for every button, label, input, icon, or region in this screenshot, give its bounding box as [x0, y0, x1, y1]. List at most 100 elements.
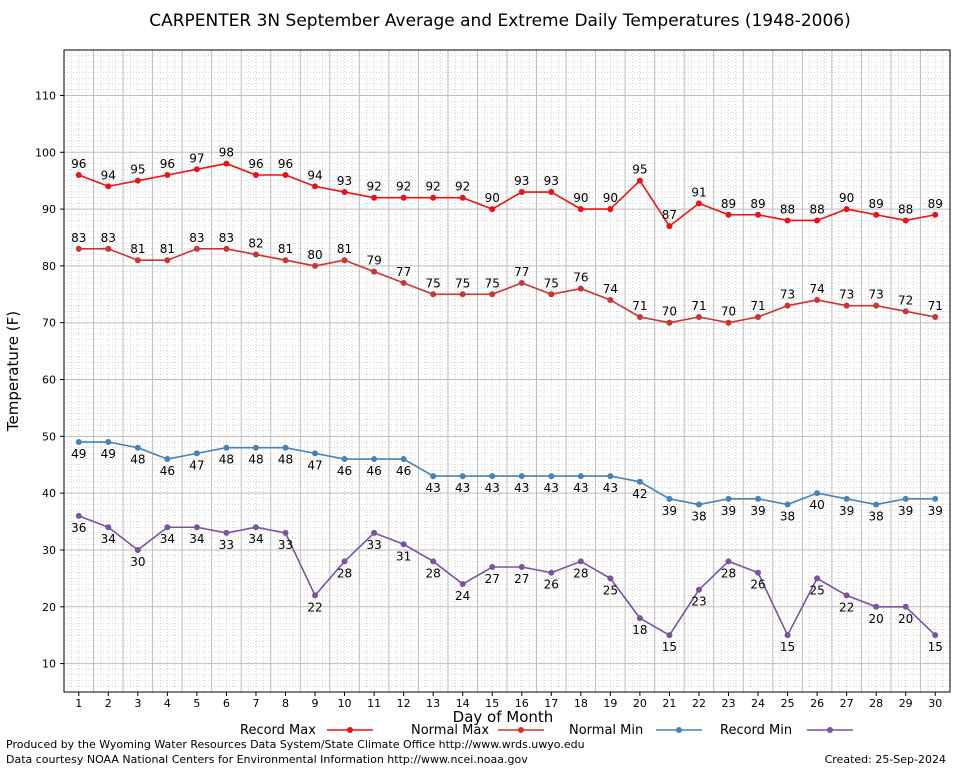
data-point-record-max [489, 206, 496, 213]
x-tick-label: 12 [397, 697, 411, 710]
data-label-record-max: 90 [839, 191, 854, 205]
data-label-record-min: 31 [396, 549, 411, 563]
data-label-record-min: 28 [721, 566, 736, 580]
data-point-record-max [164, 171, 171, 178]
data-label-record-min: 15 [928, 640, 943, 654]
data-point-record-min [577, 558, 584, 565]
data-label-record-max: 87 [662, 208, 677, 222]
y-tick-label: 10 [42, 658, 56, 671]
data-point-record-min [312, 592, 319, 599]
plot-frame [63, 49, 951, 693]
x-tick-label: 9 [312, 697, 319, 710]
data-label-normal-min: 39 [750, 504, 765, 518]
data-point-normal-max [400, 279, 407, 286]
data-label-record-max: 92 [366, 180, 381, 194]
data-point-record-max [400, 194, 407, 201]
data-point-normal-min [725, 495, 732, 502]
data-point-record-min [636, 615, 643, 622]
series-line-record-max [78, 162, 936, 228]
data-point-record-max [932, 211, 939, 218]
data-label-record-min: 33 [366, 538, 381, 552]
data-label-normal-max: 81 [160, 242, 175, 256]
data-point-normal-min [784, 501, 791, 508]
footer-produced-by: Produced by the Wyoming Water Resources … [6, 738, 585, 751]
data-label-record-min: 27 [485, 572, 500, 586]
data-label-normal-min: 38 [780, 510, 795, 524]
data-point-record-max [843, 206, 850, 213]
data-label-record-max: 96 [278, 157, 293, 171]
data-label-normal-max: 83 [219, 231, 234, 245]
data-point-normal-max [341, 257, 348, 264]
y-tick-label: 40 [42, 487, 56, 500]
data-point-normal-min [873, 501, 880, 508]
data-point-record-min [371, 529, 378, 536]
data-label-record-min: 25 [603, 583, 618, 597]
data-label-record-min: 28 [573, 566, 588, 580]
data-label-record-max: 89 [869, 197, 884, 211]
data-point-normal-min [814, 490, 821, 497]
data-point-normal-min [400, 456, 407, 463]
data-point-normal-min [134, 444, 141, 451]
data-label-record-min: 26 [544, 578, 559, 592]
data-point-record-max [193, 166, 200, 173]
y-tick-label: 80 [42, 260, 56, 273]
data-point-normal-min [164, 456, 171, 463]
x-tick-label: 29 [899, 697, 913, 710]
x-tick-label: 28 [869, 697, 883, 710]
x-tick-label: 6 [223, 697, 230, 710]
data-label-normal-min: 49 [71, 447, 86, 461]
data-point-record-min [873, 603, 880, 610]
data-point-record-max [518, 189, 525, 196]
legend-label-normal-min: Normal Min [569, 723, 643, 738]
legend-label-record-max: Record Max [240, 723, 316, 738]
data-label-record-max: 93 [544, 174, 559, 188]
data-point-record-max [548, 189, 555, 196]
data-point-normal-max [282, 257, 289, 264]
x-tick-label: 1 [75, 697, 82, 710]
x-tick-label: 8 [282, 697, 289, 710]
data-label-record-max: 90 [573, 191, 588, 205]
data-label-normal-max: 74 [809, 282, 824, 296]
series-normal-min: 49 49 48 46 47 48 48 48 47 46 46 46 43 43 43 43 43 43 43 42… [71, 439, 943, 524]
data-point-record-min [666, 632, 673, 639]
x-tick-label: 26 [810, 697, 824, 710]
data-point-record-min [548, 569, 555, 576]
data-label-normal-min: 48 [130, 453, 145, 467]
data-label-normal-max: 80 [307, 248, 322, 262]
data-point-normal-max [252, 251, 259, 258]
data-point-record-min [75, 512, 82, 519]
data-label-normal-max: 70 [662, 305, 677, 319]
data-point-normal-min [341, 456, 348, 463]
x-tick-label: 15 [485, 697, 499, 710]
data-point-normal-max [548, 291, 555, 298]
data-point-record-min [518, 564, 525, 571]
data-point-record-max [75, 171, 82, 178]
data-point-record-max [341, 189, 348, 196]
data-point-normal-min [105, 439, 112, 446]
data-label-record-max: 93 [514, 174, 529, 188]
data-label-record-min: 15 [662, 640, 677, 654]
data-point-record-min [695, 586, 702, 593]
data-label-normal-max: 81 [278, 242, 293, 256]
data-point-normal-min [607, 473, 614, 480]
data-label-record-min: 28 [426, 566, 441, 580]
data-point-normal-max [134, 257, 141, 264]
data-point-record-max [312, 183, 319, 190]
data-point-record-max [252, 171, 259, 178]
data-label-record-min: 34 [189, 532, 204, 546]
chart-title: CARPENTER 3N September Average and Extre… [149, 11, 851, 31]
data-label-normal-min: 43 [485, 481, 500, 495]
data-point-normal-max [164, 257, 171, 264]
data-point-record-max [902, 217, 909, 224]
x-tick-label: 20 [633, 697, 647, 710]
data-label-record-min: 18 [632, 623, 647, 637]
data-label-normal-max: 77 [396, 265, 411, 279]
data-point-normal-min [843, 495, 850, 502]
series-normal-max: 83 83 81 81 83 83 82 81 80 81 79 77 75 75 75 77 75 76 74 71… [71, 231, 943, 326]
data-label-record-min: 20 [898, 612, 913, 626]
x-tick-label: 4 [164, 697, 171, 710]
footer-created: Created: 25-Sep-2024 [825, 753, 946, 766]
data-label-record-max: 91 [691, 185, 706, 199]
x-tick-label: 23 [722, 697, 736, 710]
data-point-normal-max [223, 245, 230, 252]
